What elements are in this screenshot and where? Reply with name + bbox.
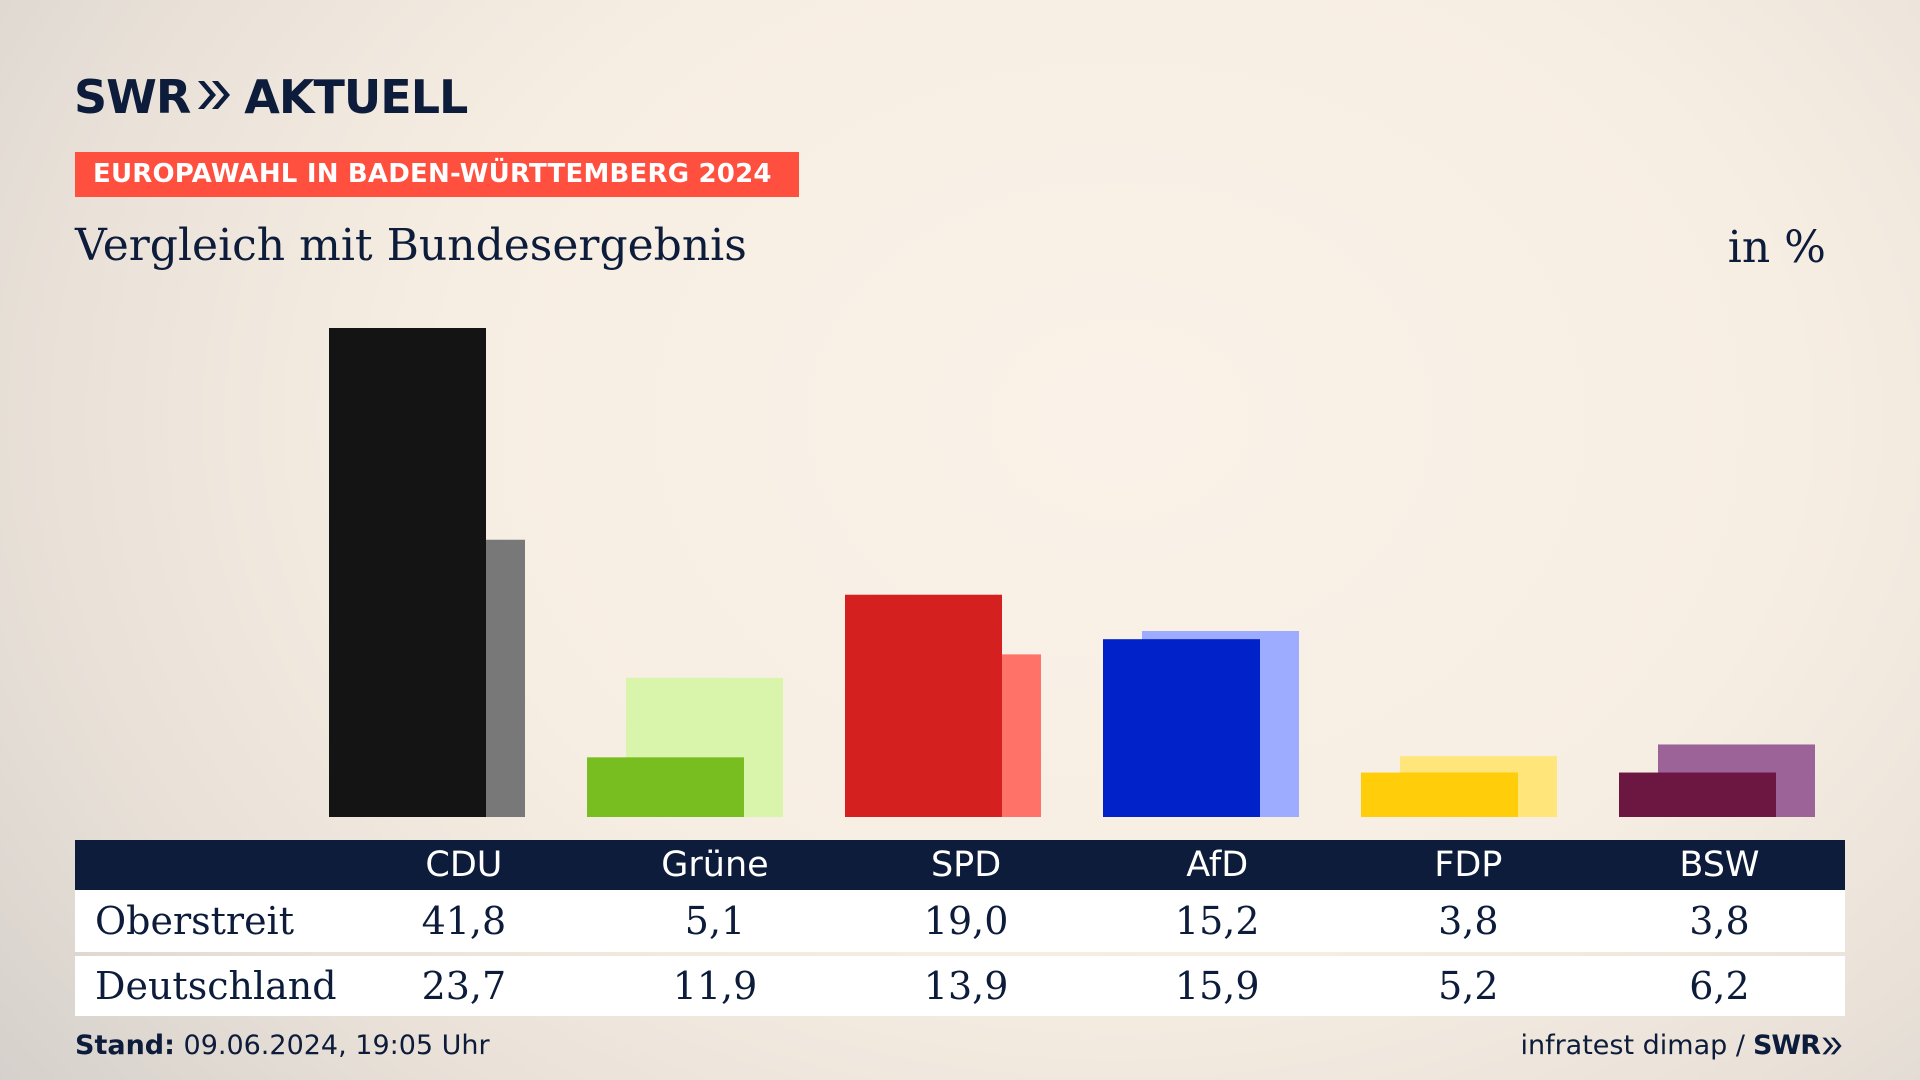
value-cell: 23,7	[421, 964, 507, 1008]
stand-label: Stand:	[75, 1030, 175, 1061]
bar-oberstreit-gruene	[587, 757, 744, 817]
value-cell: 15,9	[1174, 964, 1260, 1008]
swr-aktuell-logo: SWR AKTUELL	[74, 70, 468, 124]
value-cell: 15,2	[1174, 899, 1260, 943]
header-party-fdp: FDP	[1434, 845, 1503, 885]
header-party-spd: SPD	[930, 845, 1002, 885]
bar-oberstreit-bsw	[1619, 772, 1776, 817]
table-row-deutschland: Deutschland 23,7 11,9 13,9 15,9 5,2 6,2	[75, 956, 1845, 1016]
chart-title: Vergleich mit Bundesergebnis	[75, 220, 747, 271]
row-label: Deutschland	[95, 964, 337, 1008]
source-brand: SWR	[1753, 1030, 1844, 1061]
table-row-oberstreit: Oberstreit 41,8 5,1 19,0 15,2 3,8 3,8	[75, 890, 1845, 952]
value-cell: 3,8	[1438, 899, 1499, 943]
value-cell: 3,8	[1689, 899, 1750, 943]
timestamp: Stand: 09.06.2024, 19:05 Uhr	[75, 1030, 490, 1061]
double-chevron-icon	[1822, 1037, 1842, 1054]
source-brand-text: SWR	[1752, 1030, 1821, 1061]
header-party-bsw: BSW	[1679, 845, 1760, 885]
logo-swr-text: SWR	[74, 70, 191, 124]
source-credit: infratest dimap / SWR	[1520, 1030, 1844, 1061]
table-header: CDU Grüne SPD AfD FDP BSW	[75, 840, 1845, 890]
double-chevron-icon	[194, 70, 234, 124]
header-party-cdu: CDU	[425, 845, 503, 885]
bar-oberstreit-cdu	[329, 328, 486, 817]
header-party-afd: AfD	[1186, 845, 1249, 885]
header-party-gruene: Grüne	[661, 845, 769, 885]
bar-oberstreit-spd	[845, 594, 1002, 817]
bar-chart	[329, 328, 1815, 817]
headline-banner: EUROPAWAHL IN BADEN-WÜRTTEMBERG 2024	[75, 152, 799, 197]
value-cell: 5,2	[1438, 964, 1499, 1008]
value-cell: 5,1	[684, 899, 746, 943]
value-cell: 19,0	[923, 899, 1009, 943]
results-table: CDU Grüne SPD AfD FDP BSW Oberstreit 41,…	[75, 840, 1845, 1016]
value-cell: 41,8	[421, 899, 507, 943]
unit-label: in %	[1727, 222, 1826, 273]
bar-oberstreit-afd	[1103, 639, 1260, 817]
logo-aktuell-text: AKTUELL	[244, 70, 468, 124]
row-label: Oberstreit	[95, 899, 294, 943]
bar-oberstreit-fdp	[1361, 772, 1518, 817]
stand-value: 09.06.2024, 19:05 Uhr	[183, 1030, 490, 1061]
source-text: infratest dimap /	[1520, 1030, 1745, 1061]
value-cell: 11,9	[672, 964, 758, 1008]
value-cell: 6,2	[1689, 964, 1750, 1008]
value-cell: 13,9	[923, 964, 1009, 1008]
